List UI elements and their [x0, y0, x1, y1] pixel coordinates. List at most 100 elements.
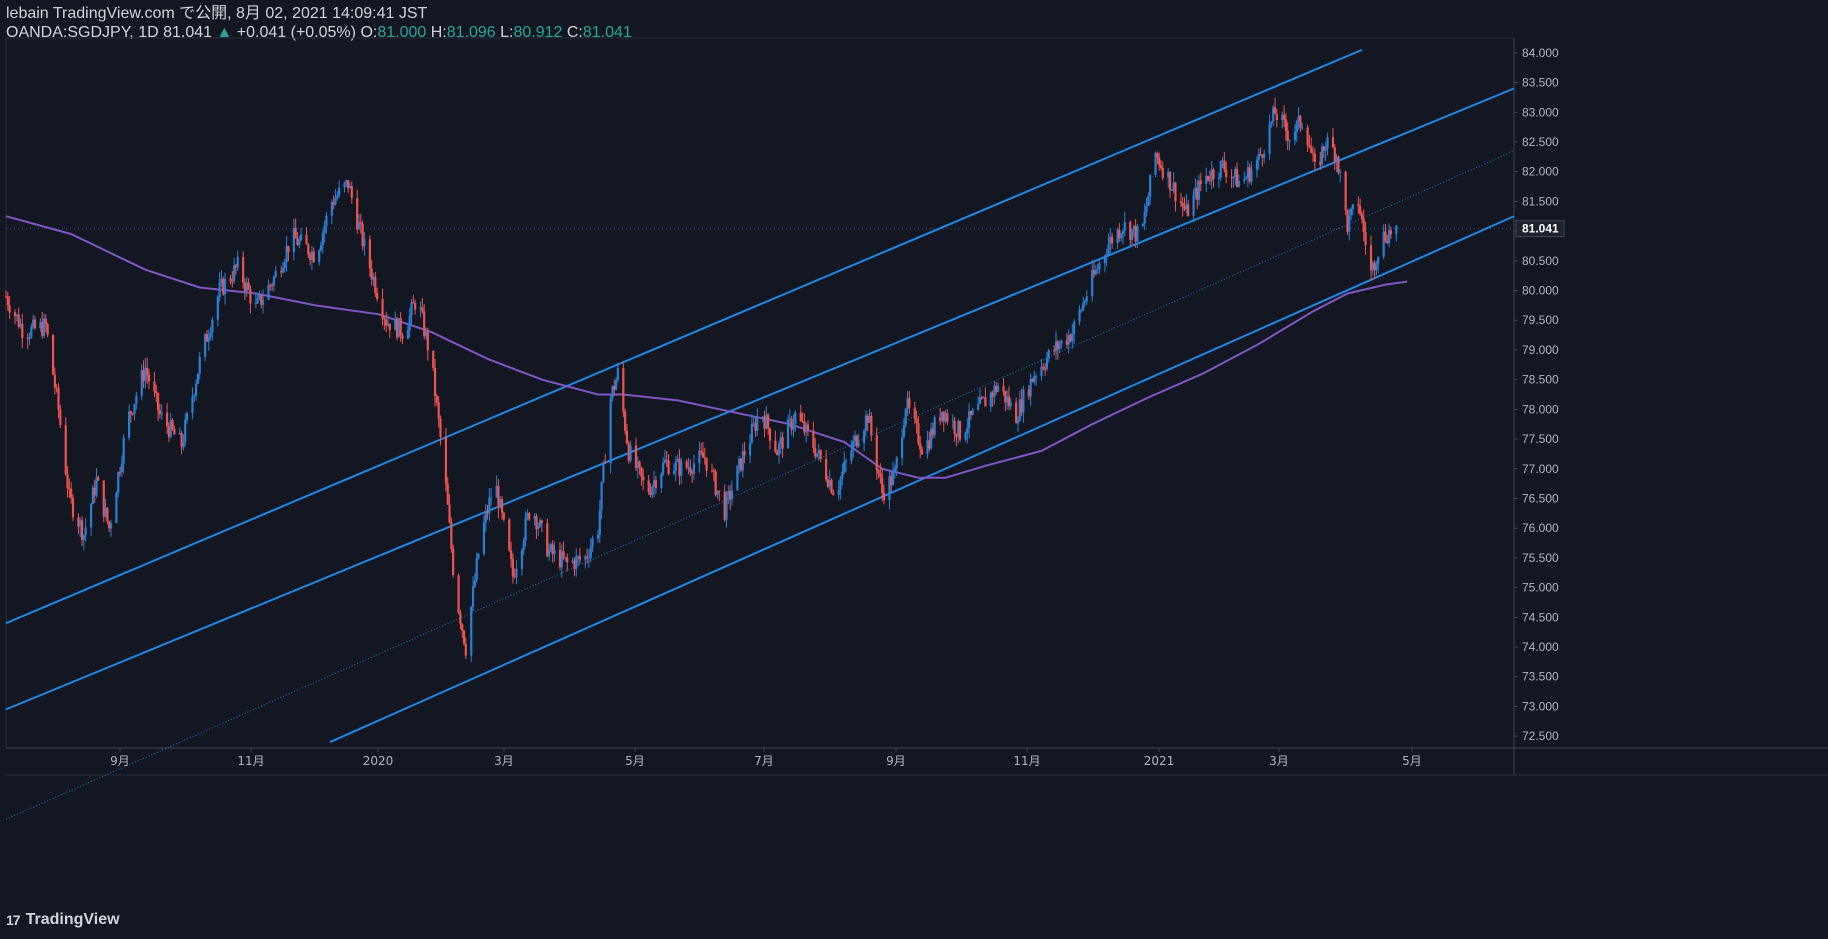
candle	[888, 470, 891, 510]
candle-body	[748, 442, 752, 456]
candle-body	[153, 381, 156, 392]
candle-body	[70, 488, 73, 498]
candle-body	[776, 451, 779, 456]
candle-body	[687, 467, 690, 469]
candle	[1179, 192, 1183, 207]
candle	[477, 553, 480, 560]
candle-body	[904, 409, 907, 425]
candle	[547, 543, 551, 561]
time-tick-label: 7月	[754, 754, 774, 768]
candle-body	[1335, 156, 1338, 163]
candle	[118, 467, 122, 477]
candle	[444, 427, 448, 492]
candle	[687, 457, 690, 475]
candle-body	[573, 560, 576, 569]
candle-body	[667, 460, 670, 474]
tradingview-logo[interactable]: 17 TradingView	[6, 911, 120, 929]
candle-body	[1196, 187, 1199, 200]
candle-body	[636, 461, 639, 469]
candle	[640, 466, 643, 486]
candle-body	[500, 499, 504, 513]
candle	[1094, 264, 1097, 276]
channel-line-2	[5, 87, 1515, 711]
candle	[254, 293, 257, 309]
candle	[1033, 370, 1036, 385]
candle-body	[167, 426, 171, 437]
candle	[1096, 263, 1099, 275]
candle	[406, 325, 409, 340]
candle	[247, 278, 250, 291]
candle-body	[1293, 132, 1297, 141]
candle	[967, 403, 971, 439]
candle-body	[1009, 402, 1012, 407]
candle-body	[343, 182, 346, 188]
candle-body	[881, 477, 884, 493]
candle	[71, 494, 75, 522]
candle	[774, 430, 777, 454]
candle	[166, 403, 169, 435]
candle	[160, 404, 163, 420]
candle-body	[1333, 147, 1336, 163]
candle-body	[1083, 301, 1087, 304]
candle	[727, 485, 730, 505]
candle-body	[870, 415, 873, 436]
candle-body	[1310, 147, 1313, 154]
candle	[343, 181, 346, 193]
candle-body	[376, 293, 379, 300]
candle	[551, 539, 554, 563]
candle-body	[383, 318, 386, 320]
candle-body	[692, 463, 696, 474]
candle-body	[1034, 376, 1038, 378]
candle	[611, 385, 614, 402]
candle-body	[629, 445, 632, 461]
candle	[508, 518, 511, 552]
candle	[1080, 308, 1083, 314]
candle-body	[247, 282, 250, 290]
candle-body	[844, 460, 848, 462]
last-price-box	[1515, 220, 1565, 238]
candle	[231, 271, 234, 288]
candle-body	[738, 458, 741, 466]
candle-body	[526, 513, 529, 518]
candle	[1194, 178, 1197, 200]
candle-body	[1022, 389, 1025, 413]
candle-body	[893, 468, 896, 472]
candle-body	[1029, 378, 1032, 397]
candle	[877, 468, 880, 479]
candle-body	[1031, 378, 1034, 382]
candle	[204, 332, 207, 362]
candle-body	[1297, 115, 1300, 122]
candle-body	[258, 294, 261, 298]
time-tick-label: 5月	[625, 754, 645, 768]
candle	[1130, 228, 1134, 246]
candle-body	[84, 527, 87, 536]
candle	[1297, 107, 1300, 130]
candle-body	[781, 437, 784, 449]
candle-body	[1167, 171, 1170, 178]
candle	[1384, 223, 1387, 244]
candle	[4, 290, 8, 298]
candle-body	[53, 374, 56, 388]
time-tick-label: 11月	[1013, 754, 1040, 768]
candle-body	[1004, 390, 1007, 403]
time-axis[interactable]: 9月 11月 2020 3月 5月 7月 9月 11月 2021 3月 5月	[110, 748, 1422, 768]
candle	[803, 412, 806, 436]
candle	[573, 557, 576, 576]
candle-body	[528, 513, 531, 520]
candle	[716, 490, 719, 499]
candle-body	[32, 319, 35, 327]
candle	[1223, 152, 1226, 173]
candle-body	[533, 516, 536, 520]
last-price-label: 81.041	[1515, 220, 1565, 238]
candle	[1349, 207, 1353, 221]
price-axis[interactable]: 84.000 83.500 83.000 82.500 82.000 81.500 81.0…	[1514, 46, 1565, 743]
candle-body	[348, 186, 352, 189]
candle	[53, 367, 56, 395]
candle-body	[1261, 154, 1264, 158]
candle	[602, 460, 605, 484]
candle-body	[57, 387, 60, 410]
candle	[895, 455, 898, 477]
candle-body	[68, 488, 71, 490]
candle-body	[763, 416, 766, 429]
